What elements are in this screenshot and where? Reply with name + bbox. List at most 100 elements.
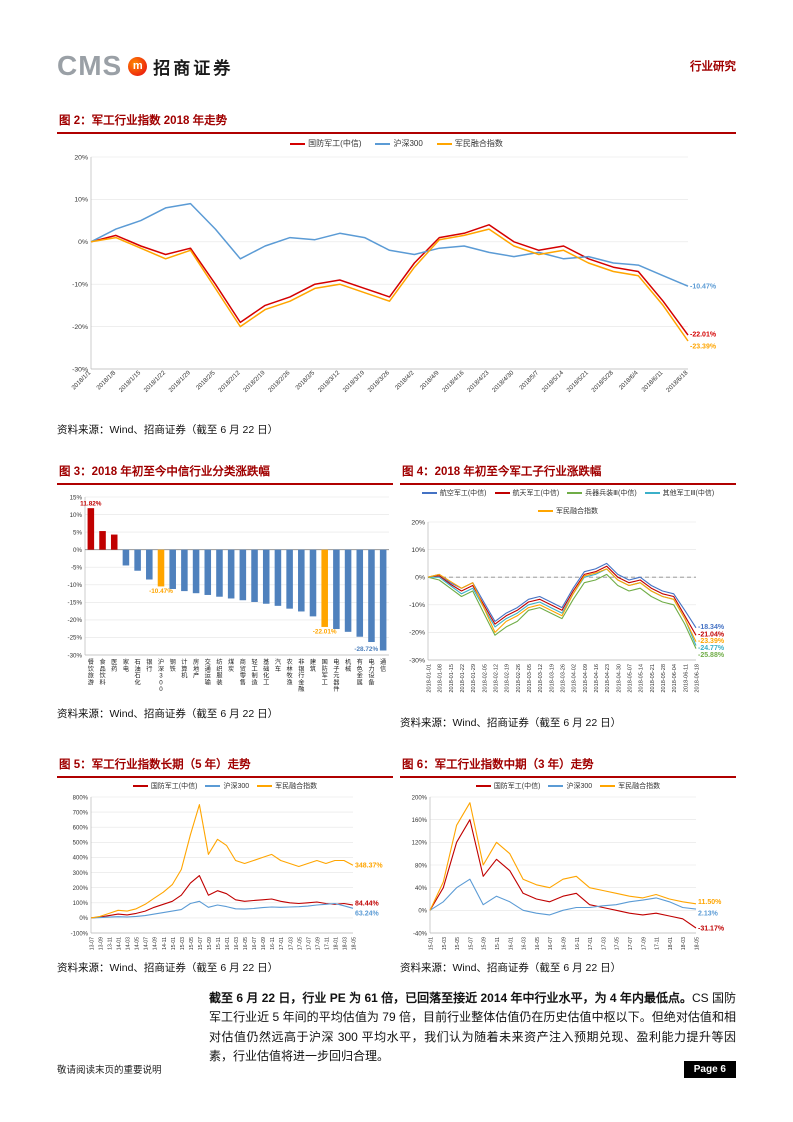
svg-text:10%: 10% xyxy=(411,547,425,554)
figure-3-source: 资料来源：Wind、招商证券（截至 6 月 22 日） xyxy=(57,708,279,720)
body-paragraph: 截至 6 月 22 日，行业 PE 为 61 倍，已回落至接近 2014 年中行… xyxy=(209,989,736,1067)
svg-text:2018-03-19: 2018-03-19 xyxy=(549,664,555,693)
svg-text:16-03: 16-03 xyxy=(234,937,240,950)
svg-text:2018/6/11: 2018/6/11 xyxy=(640,369,664,393)
legend-item: 军民融合指数 xyxy=(436,138,503,149)
svg-text:商贸零售: 商贸零售 xyxy=(240,658,246,686)
page-number-badge: Page 6 xyxy=(683,1061,736,1078)
svg-text:-10%: -10% xyxy=(72,282,88,289)
svg-text:16-11: 16-11 xyxy=(270,937,276,950)
svg-text:17-01: 17-01 xyxy=(588,937,594,950)
figure-6-line-chart: 200% 160% 120% 80% 40% 0% -40%15-01 15-03 15-05 1… xyxy=(412,795,725,950)
svg-text:16-11: 16-11 xyxy=(575,937,581,950)
svg-text:15-01: 15-01 xyxy=(429,937,435,950)
svg-text:2018/3/12: 2018/3/12 xyxy=(317,369,342,394)
svg-text:2018/3/19: 2018/3/19 xyxy=(342,369,367,394)
svg-text:11.50%: 11.50% xyxy=(698,899,722,906)
figure-3-title: 图 3：2018 年初至今中信行业分类涨跌幅 xyxy=(57,461,393,485)
svg-text:食品饮料: 食品饮料 xyxy=(99,658,106,686)
figure-3: 图 3：2018 年初至今中信行业分类涨跌幅 15% 10% 5% 0% -5% -10%… xyxy=(57,461,393,730)
svg-text:2018-02-05: 2018-02-05 xyxy=(482,664,488,693)
legend-item: 军民融合指数 xyxy=(600,781,660,791)
svg-text:18-03: 18-03 xyxy=(681,937,687,950)
svg-text:2.13%: 2.13% xyxy=(698,910,719,917)
svg-text:2018-03-05: 2018-03-05 xyxy=(527,664,533,693)
figure-6-title: 图 6：军工行业指数中期（3 年）走势 xyxy=(400,754,736,778)
svg-text:40%: 40% xyxy=(415,886,428,892)
svg-text:2018/1/29: 2018/1/29 xyxy=(167,369,192,394)
svg-text:2018/2/26: 2018/2/26 xyxy=(267,369,292,394)
svg-text:16-05: 16-05 xyxy=(243,937,249,950)
svg-text:煤炭: 煤炭 xyxy=(228,658,234,673)
svg-text:15-11: 15-11 xyxy=(495,937,501,950)
svg-text:非银行金融: 非银行金融 xyxy=(298,658,305,693)
figure-6-source: 资料来源：Wind、招商证券（截至 6 月 22 日） xyxy=(400,962,622,974)
svg-text:17-11: 17-11 xyxy=(324,937,330,950)
svg-text:2018-01-08: 2018-01-08 xyxy=(438,664,444,693)
svg-text:-23.39%: -23.39% xyxy=(690,343,717,350)
svg-text:-20%: -20% xyxy=(72,324,88,331)
svg-text:2018/1/15: 2018/1/15 xyxy=(118,369,143,394)
legend-swatch xyxy=(290,142,306,145)
svg-text:15-05: 15-05 xyxy=(455,937,461,950)
svg-text:17-11: 17-11 xyxy=(655,937,661,950)
svg-text:-40%: -40% xyxy=(413,931,428,937)
svg-text:沪深300: 沪深 3 0 0 xyxy=(158,658,164,693)
legend-swatch xyxy=(132,785,148,787)
svg-text:-25%: -25% xyxy=(68,635,83,642)
svg-text:2018/4/9: 2018/4/9 xyxy=(419,369,441,391)
svg-text:16-07: 16-07 xyxy=(252,937,258,950)
svg-text:-22.01%: -22.01% xyxy=(690,331,717,338)
svg-text:15-07: 15-07 xyxy=(468,937,474,950)
svg-text:通信: 通信 xyxy=(380,658,386,673)
svg-text:2018/2/5: 2018/2/5 xyxy=(195,369,217,391)
svg-text:2018-02-26: 2018-02-26 xyxy=(516,664,522,693)
svg-text:2018-06-18: 2018-06-18 xyxy=(695,664,701,693)
svg-text:家电: 家电 xyxy=(123,658,129,673)
figure-2: 图 2：军工行业指数 2018 年走势 国防军工(中信) 沪深300 军民融合指数 … xyxy=(57,110,736,437)
svg-text:17-03: 17-03 xyxy=(601,937,607,950)
svg-text:15-09: 15-09 xyxy=(482,937,488,950)
svg-text:2018-03-26: 2018-03-26 xyxy=(561,664,567,693)
svg-text:160%: 160% xyxy=(412,818,428,824)
svg-text:医药: 医药 xyxy=(111,659,117,673)
svg-text:17-01: 17-01 xyxy=(279,937,285,950)
svg-text:400%: 400% xyxy=(73,856,89,862)
svg-text:15-07: 15-07 xyxy=(198,937,204,950)
svg-text:18-05: 18-05 xyxy=(352,937,358,950)
svg-text:18-03: 18-03 xyxy=(342,937,348,950)
svg-text:钢铁: 钢铁 xyxy=(170,658,176,673)
svg-text:-18.34%: -18.34% xyxy=(698,624,725,631)
svg-text:-30%: -30% xyxy=(68,652,83,659)
svg-text:15-09: 15-09 xyxy=(207,937,213,950)
svg-text:16-09: 16-09 xyxy=(261,937,267,950)
svg-text:2018-01-29: 2018-01-29 xyxy=(471,664,477,693)
legend-swatch xyxy=(257,785,273,787)
figure-2-title: 图 2：军工行业指数 2018 年走势 xyxy=(57,110,736,134)
svg-text:电力设备: 电力设备 xyxy=(368,658,375,686)
svg-text:银行: 银行 xyxy=(146,658,152,673)
legend-swatch xyxy=(600,785,616,787)
svg-text:15-03: 15-03 xyxy=(180,937,186,950)
svg-text:2018-04-02: 2018-04-02 xyxy=(572,664,578,693)
figure-4-source: 资料来源：Wind、招商证券（截至 6 月 22 日） xyxy=(400,717,622,729)
svg-text:轻工制造: 轻工制造 xyxy=(251,658,257,686)
svg-text:2018/3/26: 2018/3/26 xyxy=(366,369,391,394)
svg-text:14-07: 14-07 xyxy=(144,937,150,950)
logo-m-icon: m xyxy=(128,56,148,76)
svg-text:13-09: 13-09 xyxy=(99,937,105,950)
svg-text:-10%: -10% xyxy=(409,602,425,609)
svg-text:0%: 0% xyxy=(73,547,82,554)
svg-text:18-05: 18-05 xyxy=(695,937,701,950)
svg-text:2018-04-09: 2018-04-09 xyxy=(583,664,589,693)
svg-text:2018-05-14: 2018-05-14 xyxy=(639,664,645,693)
svg-text:有色金属: 有色金属 xyxy=(357,658,364,686)
svg-text:-10.47%: -10.47% xyxy=(690,283,717,290)
legend-item: 沪深300 xyxy=(548,781,592,791)
legend-item: 国防军工(中信) xyxy=(475,781,540,791)
svg-text:2018/6/4: 2018/6/4 xyxy=(618,369,640,391)
svg-text:14-11: 14-11 xyxy=(162,937,168,950)
paragraph-bold-text: 截至 6 月 22 日，行业 PE 为 61 倍，已回落至接近 2014 年中行… xyxy=(209,991,692,1005)
svg-text:348.37%: 348.37% xyxy=(355,863,383,870)
svg-text:15-05: 15-05 xyxy=(189,937,195,950)
